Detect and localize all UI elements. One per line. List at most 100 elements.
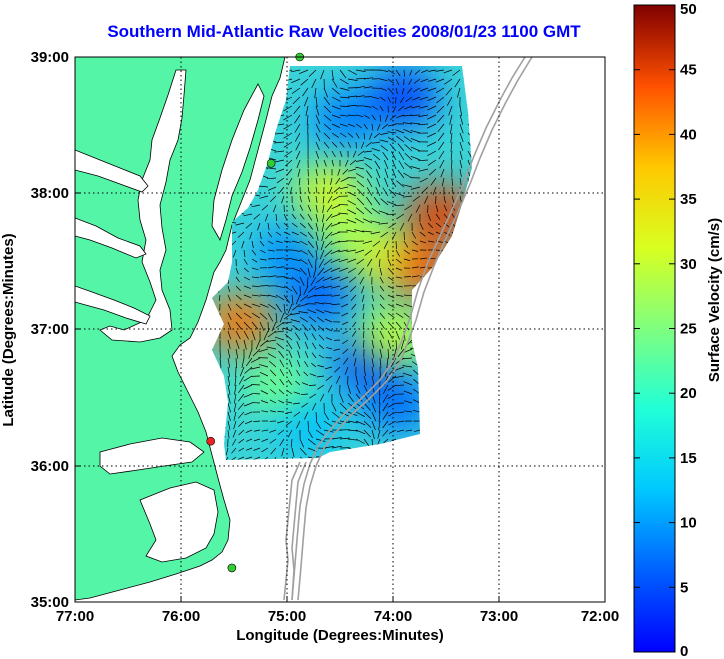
velocity-vector <box>387 267 393 274</box>
velocity-vector <box>331 132 339 138</box>
velocity-vector <box>379 69 389 72</box>
velocity-vector <box>291 87 301 94</box>
velocity-vector <box>294 132 301 142</box>
velocity-vector <box>419 222 424 230</box>
x-tick-label: 72:00 <box>581 608 619 625</box>
velocity-vector <box>287 379 293 386</box>
velocity-vector <box>401 87 405 95</box>
velocity-vector <box>318 258 325 268</box>
velocity-vector <box>371 303 375 311</box>
velocity-vector <box>405 429 413 432</box>
velocity-vector <box>347 184 357 188</box>
velocity-vector <box>293 411 301 417</box>
velocity-vector <box>275 168 285 173</box>
velocity-vector <box>370 231 381 235</box>
velocity-vector <box>354 229 365 233</box>
velocity-vector <box>362 240 373 244</box>
velocity-vector <box>347 200 357 206</box>
velocity-vector <box>387 258 392 267</box>
velocity-vector <box>284 333 293 341</box>
velocity-vector <box>298 303 309 307</box>
velocity-vector <box>371 375 375 386</box>
velocity-vector <box>259 321 265 332</box>
velocity-vector <box>388 375 397 383</box>
velocity-vector <box>307 249 314 258</box>
velocity-vector <box>459 159 463 169</box>
velocity-vector <box>272 204 277 213</box>
velocity-vector <box>383 240 389 249</box>
velocity-vector <box>271 456 277 460</box>
velocity-vector <box>435 213 441 220</box>
velocity-vector <box>374 160 381 170</box>
velocity-vector <box>293 391 301 395</box>
velocity-vector <box>260 380 269 386</box>
velocity-vector <box>304 351 309 359</box>
velocity-vector <box>331 437 342 440</box>
velocity-vector <box>302 324 309 332</box>
velocity-vector <box>244 366 253 374</box>
velocity-vector <box>275 303 282 313</box>
velocity-vector <box>248 348 253 359</box>
velocity-vector <box>286 390 293 395</box>
velocity-vector <box>283 222 289 228</box>
velocity-vector <box>339 132 347 138</box>
velocity-vector <box>227 330 232 340</box>
velocity-vector <box>315 420 322 429</box>
velocity-vector <box>267 249 275 252</box>
velocity-vector <box>339 150 343 158</box>
velocity-vector <box>323 114 332 122</box>
velocity-vector <box>403 114 413 117</box>
velocity-vector <box>274 159 285 163</box>
velocity-vector <box>299 240 308 246</box>
velocity-vector <box>355 217 365 224</box>
velocity-vector <box>251 267 259 271</box>
velocity-vector <box>341 321 349 326</box>
velocity-vector <box>238 438 245 444</box>
velocity-vector <box>281 447 285 457</box>
velocity-vector <box>457 87 461 98</box>
velocity-vector <box>387 78 395 84</box>
velocity-vector <box>238 384 245 394</box>
velocity-vector <box>323 96 331 106</box>
velocity-vector <box>347 258 357 263</box>
velocity-vector <box>394 384 405 387</box>
velocity-vector <box>363 339 365 348</box>
velocity-vector <box>402 357 413 360</box>
velocity-vector <box>377 429 381 439</box>
velocity-vector <box>243 249 246 258</box>
york-james-rivers <box>75 285 151 325</box>
velocity-vector <box>333 357 341 362</box>
velocity-vector <box>415 204 421 213</box>
velocity-vector <box>331 159 334 167</box>
velocity-vector <box>382 420 389 429</box>
velocity-vector <box>339 123 348 127</box>
velocity-vector <box>355 402 365 410</box>
velocity-vector <box>355 393 363 402</box>
velocity-vector <box>435 78 445 83</box>
velocity-vector <box>347 105 357 107</box>
velocity-vector <box>292 96 301 105</box>
velocity-vector <box>438 141 445 151</box>
velocity-vector <box>379 348 383 359</box>
velocity-vector <box>319 393 325 402</box>
velocity-vector <box>331 69 334 80</box>
velocity-vector <box>397 143 405 152</box>
velocity-vector <box>315 204 318 213</box>
velocity-vector <box>410 155 421 161</box>
velocity-vector <box>332 195 341 201</box>
velocity-vector <box>274 141 285 144</box>
velocity-vector <box>371 420 376 431</box>
velocity-vector <box>324 249 333 257</box>
velocity-vector <box>424 195 429 204</box>
velocity-vector <box>347 78 358 81</box>
velocity-vector <box>283 105 293 112</box>
velocity-vector <box>450 123 453 134</box>
velocity-vector <box>292 325 301 332</box>
velocity-vector <box>283 123 293 130</box>
velocity-vector <box>251 321 259 330</box>
velocity-vector <box>355 438 365 444</box>
velocity-vector <box>387 339 392 350</box>
velocity-vector <box>292 303 301 311</box>
